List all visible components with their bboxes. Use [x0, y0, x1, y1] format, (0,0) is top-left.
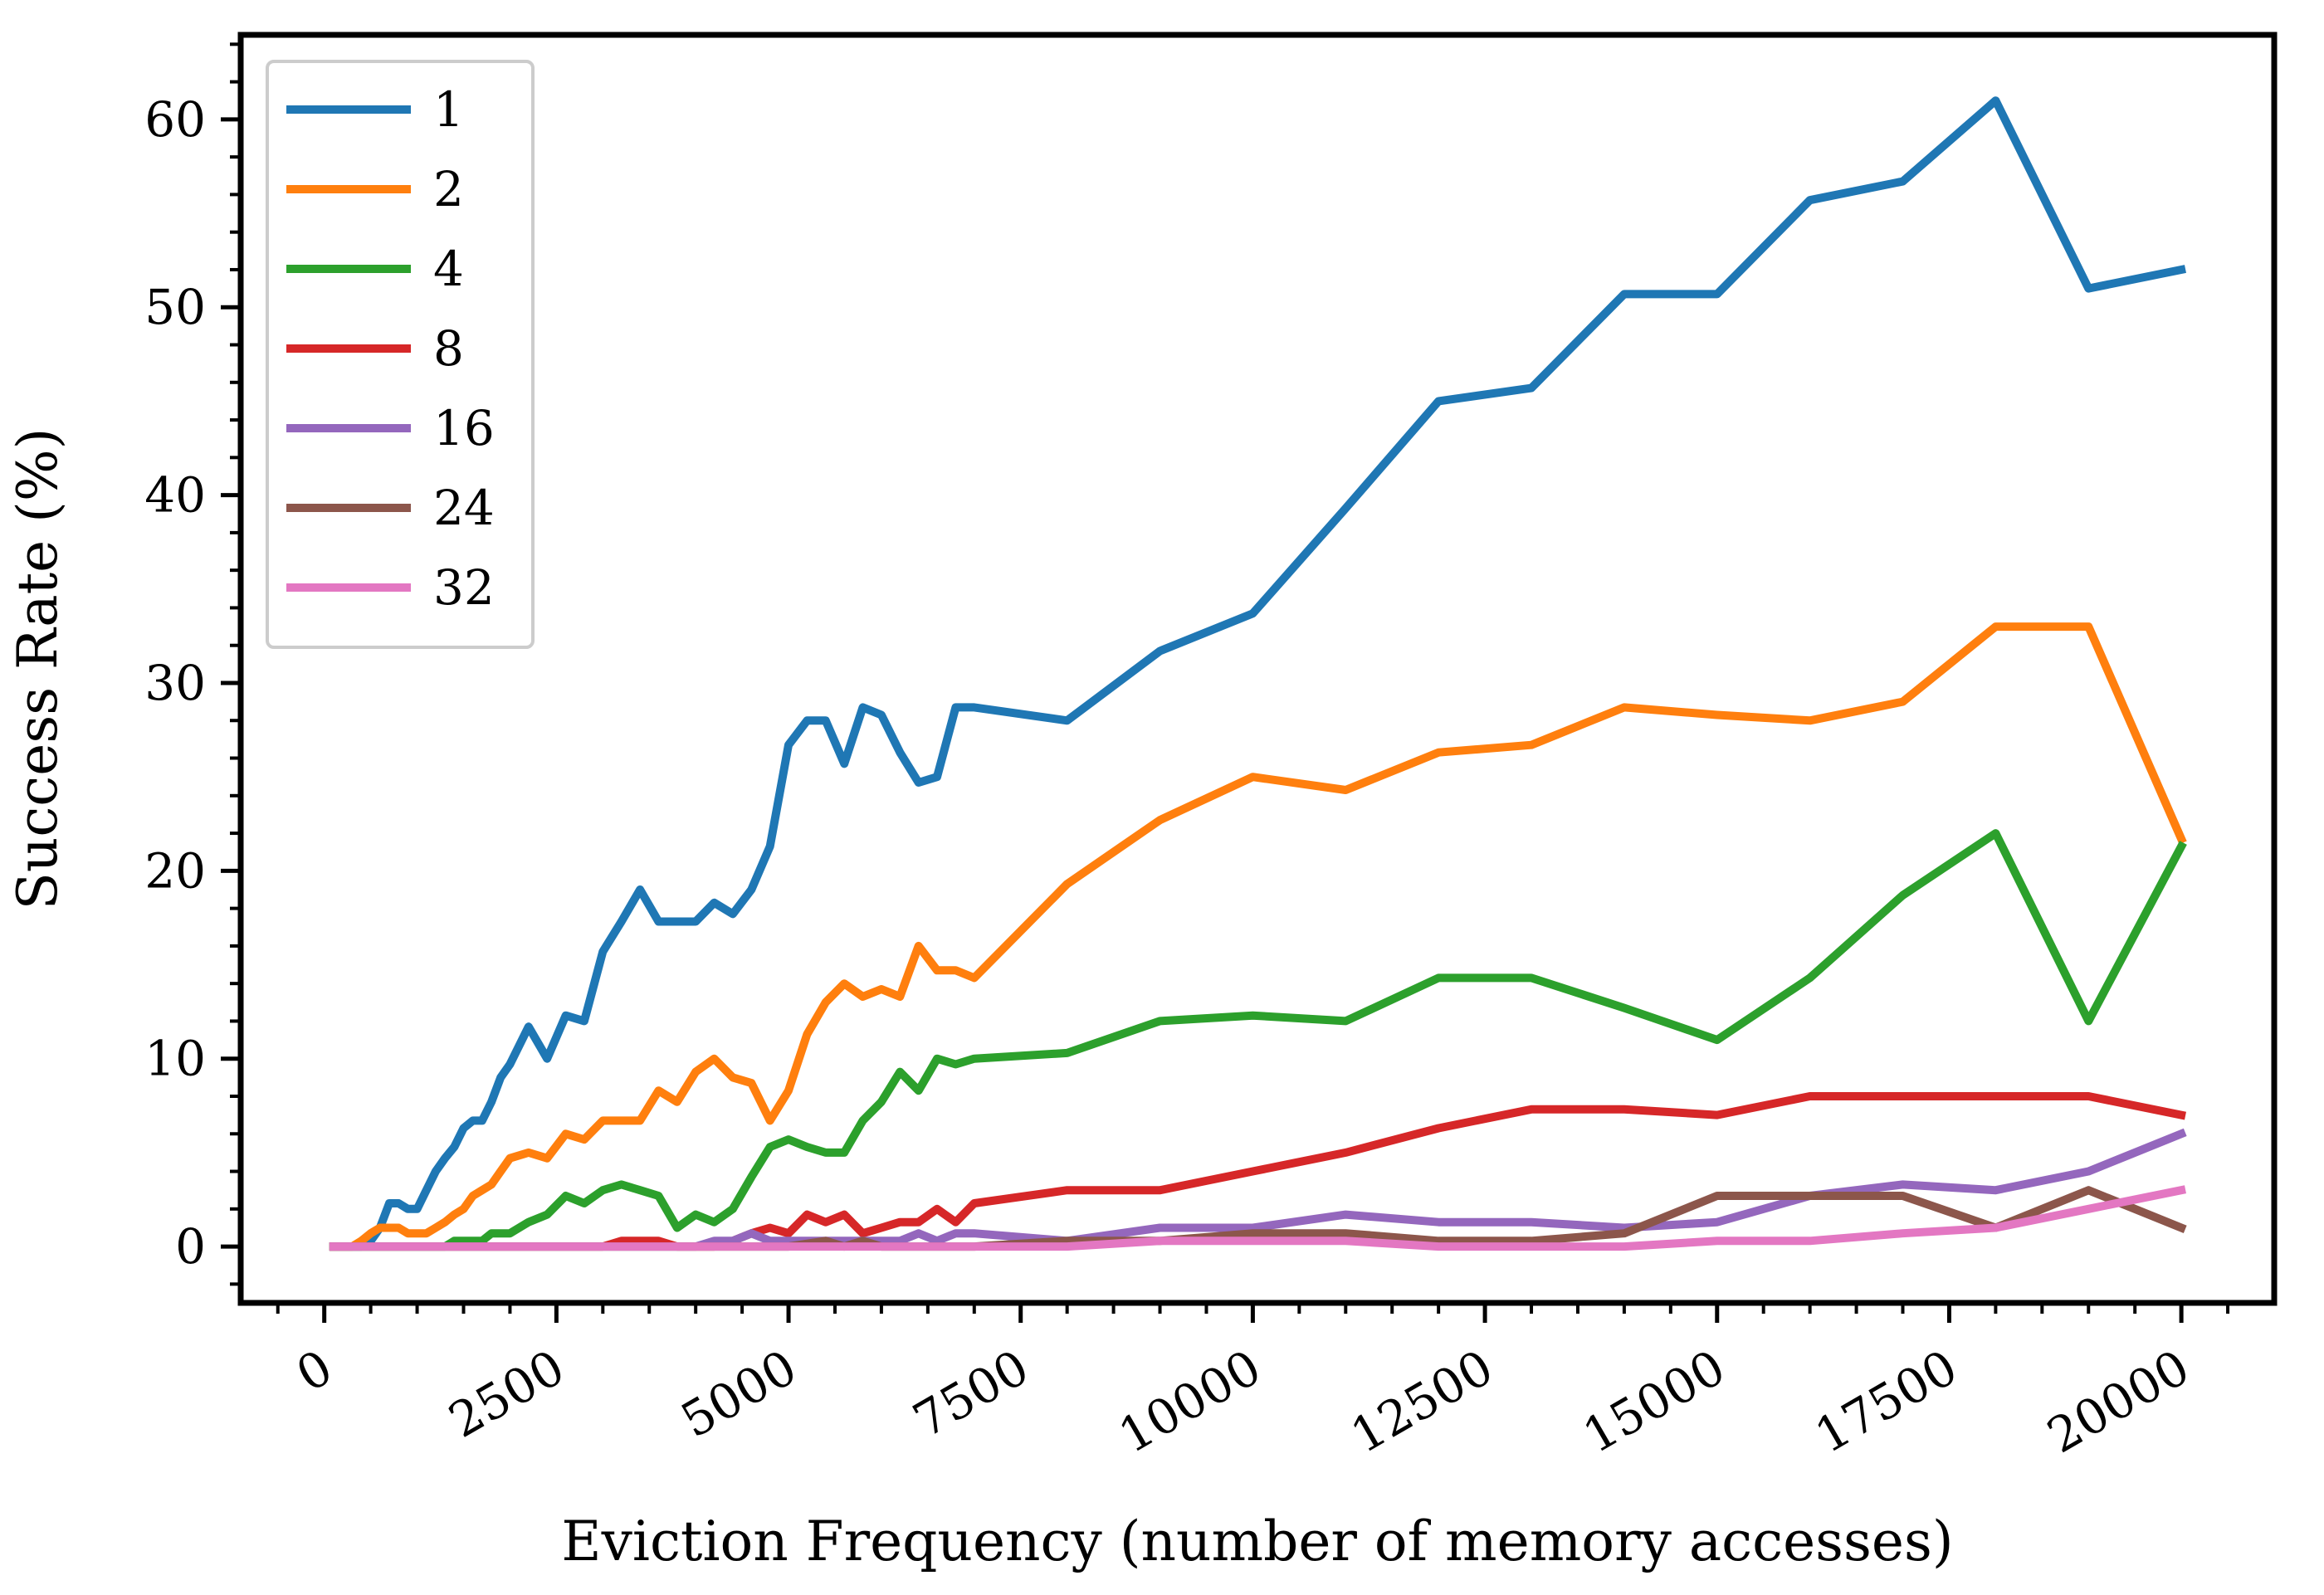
- x-tick-label: 5000: [671, 1339, 806, 1449]
- series-layer: [329, 96, 2187, 1251]
- series-line-16: [329, 1128, 2187, 1251]
- series-line-32: [329, 1185, 2186, 1251]
- legend-label-2: 2: [433, 161, 464, 217]
- y-tick-label: 60: [144, 91, 206, 148]
- series-line-2: [329, 622, 2187, 1251]
- y-tick-label: 20: [144, 842, 206, 899]
- x-axis: 0 2500 5000 7500 10000 12500 15000 17500 20000: [276, 1303, 2230, 1464]
- y-axis-label: Success Rate (%): [6, 428, 70, 910]
- legend-label-8: 8: [433, 320, 464, 377]
- legend-label-1: 1: [433, 81, 464, 138]
- x-tick-label: 20000: [2038, 1339, 2199, 1464]
- x-tick-label: 7500: [904, 1339, 1038, 1449]
- x-tick-label: 10000: [1110, 1339, 1271, 1464]
- legend-label-24: 24: [433, 480, 495, 536]
- y-tick-label: 50: [144, 279, 206, 335]
- x-tick-label: 12500: [1341, 1339, 1502, 1464]
- series-line-8: [329, 1092, 2186, 1251]
- legend-label-32: 32: [433, 559, 495, 616]
- y-tick-label: 10: [144, 1031, 206, 1087]
- legend-frame: [266, 60, 535, 649]
- x-tick-label: 0: [287, 1339, 342, 1402]
- y-axis: 0 10 20 30 40 50 60: [144, 42, 241, 1286]
- x-axis-label: Eviction Frequency (number of memory acc…: [561, 1510, 1953, 1573]
- series-line-1: [329, 96, 2186, 1251]
- y-tick-label: 0: [175, 1218, 206, 1275]
- x-tick-label: 15000: [1574, 1339, 1735, 1464]
- legend-label-16: 16: [433, 400, 495, 456]
- x-tick-label: 2500: [440, 1339, 574, 1449]
- y-tick-label: 40: [144, 467, 206, 524]
- y-tick-label: 30: [144, 655, 206, 711]
- x-tick-label: 17500: [1806, 1339, 1967, 1464]
- plot-area-frame: [237, 32, 2278, 1306]
- legend-label-4: 4: [433, 241, 464, 297]
